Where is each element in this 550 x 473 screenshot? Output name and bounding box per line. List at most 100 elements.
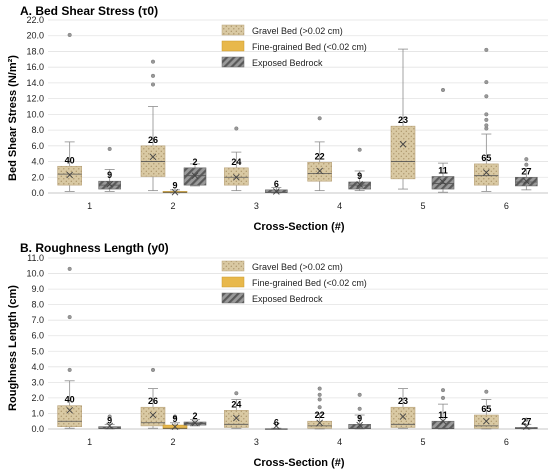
box-gravel-cs1: 40 — [57, 32, 82, 192]
x-tick-label: 4 — [337, 201, 342, 211]
sample-count-label: 27 — [521, 166, 531, 176]
outlier-point — [524, 162, 529, 167]
outlier-point — [317, 397, 322, 402]
box-gravel-cs6: 65 — [474, 389, 499, 430]
outlier-point — [524, 157, 529, 162]
box-iqr — [348, 424, 371, 429]
sample-count-label: 24 — [231, 399, 241, 409]
x-tick-label: 1 — [87, 437, 92, 447]
sample-count-label: 65 — [481, 153, 491, 163]
legend-label-gravel: Gravel Bed (>0.02 cm) — [252, 262, 343, 272]
y-tick-label: 8.0 — [31, 125, 44, 135]
mean-marker — [106, 422, 113, 430]
y-tick-label: 9.0 — [31, 284, 44, 294]
sample-count-label: 27 — [521, 416, 531, 426]
x-tick-label: 3 — [254, 437, 259, 447]
x-axis-label: Cross-Section (#) — [253, 221, 344, 233]
y-tick-label: 0.0 — [31, 188, 44, 198]
outlier-point — [107, 146, 112, 152]
y-tick-label: 4.0 — [31, 157, 44, 167]
box-gravel-cs3: 24 — [224, 126, 249, 192]
outlier-point — [484, 80, 489, 85]
box-iqr — [390, 406, 416, 428]
mean-marker — [191, 419, 199, 427]
box-gravel-cs4: 22 — [307, 116, 332, 192]
box-bedrock-cs2: 2 — [183, 157, 207, 187]
mean-marker — [66, 407, 73, 414]
outlier-point — [172, 414, 178, 419]
y-axis-label: Bed Shear Stress (N/m²) — [7, 55, 19, 181]
outlier-point — [440, 87, 446, 93]
box-iqr — [390, 125, 416, 180]
sample-count-label: 9 — [172, 414, 177, 424]
y-tick-label: 12.0 — [26, 94, 44, 104]
legend-label-gravel: Gravel Bed (>0.02 cm) — [252, 26, 343, 36]
mean-marker — [523, 423, 530, 430]
legend-swatch-fine — [221, 40, 245, 52]
mean-marker — [399, 413, 407, 420]
outlier-point — [150, 82, 156, 87]
chart-title: A. Bed Shear Stress (τ0) — [20, 4, 158, 18]
outlier-point — [150, 73, 156, 78]
panel-roughness-length: B. Roughness Length (y0) Roughness Lengt… — [7, 241, 548, 469]
box-gravel-cs3: 24 — [224, 391, 249, 429]
mean-marker — [273, 188, 280, 195]
legend-swatch-gravel — [221, 24, 245, 36]
outlier-point — [317, 392, 322, 397]
outlier-point — [150, 367, 156, 372]
box-gravel-cs2: 26 — [140, 59, 166, 192]
sample-count-label: 22 — [315, 410, 325, 420]
y-tick-label: 8.0 — [31, 300, 44, 310]
sample-count-label: 40 — [65, 395, 75, 405]
outlier-point — [107, 414, 112, 419]
y-tick-label: 10.0 — [26, 109, 44, 119]
box-iqr — [57, 165, 82, 186]
box-bedrock-cs4: 9 — [348, 392, 371, 430]
x-tick-label: 4 — [337, 437, 342, 447]
sample-count-label: 9 — [107, 170, 112, 180]
outlier-point — [484, 47, 489, 52]
x-axis-label: Cross-Section (#) — [253, 457, 344, 469]
legend-label-bedrock: Exposed Bedrock — [252, 58, 323, 68]
legend: Gravel Bed (>0.02 cm) Fine-grained Bed (<… — [221, 24, 367, 68]
mean-marker — [399, 140, 407, 148]
y-tick-label: 1.0 — [31, 408, 44, 418]
legend-swatch-bedrock — [221, 56, 245, 68]
mean-marker — [66, 171, 73, 179]
sample-count-label: 6 — [274, 418, 279, 428]
box-iqr — [57, 405, 82, 427]
box-gravel-cs2: 26 — [140, 367, 166, 429]
y-tick-label: 4.0 — [31, 362, 44, 372]
box-gravel-cs6: 65 — [474, 47, 499, 192]
box-bedrock-cs2: 2 — [183, 411, 207, 427]
box-iqr — [183, 167, 207, 186]
box-gravel-cs5: 23 — [390, 388, 416, 429]
legend: Gravel Bed (>0.02 cm) Fine-grained Bed (<… — [221, 260, 367, 304]
y-tick-label: 14.0 — [26, 78, 44, 88]
mean-marker — [233, 173, 240, 181]
outlier-point — [317, 116, 322, 121]
outlier-point — [484, 123, 489, 128]
y-tick-label: 10.0 — [26, 269, 44, 279]
y-tick-label: 22.0 — [26, 15, 44, 25]
outlier-point — [150, 59, 156, 64]
mean-marker — [356, 421, 363, 429]
legend-label-fine: Fine-grained Bed (<0.02 cm) — [252, 278, 367, 288]
x-tick-label: 5 — [420, 437, 425, 447]
mean-marker — [149, 411, 157, 419]
legend-label-fine: Fine-grained Bed (<0.02 cm) — [252, 42, 367, 52]
y-tick-label: 2.0 — [31, 172, 44, 182]
box-bedrock-cs5: 11 — [431, 87, 455, 193]
sample-count-label: 9 — [107, 416, 112, 426]
box-iqr — [98, 426, 121, 429]
box-bedrock-cs3: 6 — [265, 418, 288, 430]
mean-marker — [273, 422, 280, 430]
y-tick-label: 5.0 — [31, 346, 44, 356]
y-tick-label: 3.0 — [31, 377, 44, 387]
mean-marker — [106, 181, 113, 188]
mean-marker — [149, 153, 157, 161]
panel-bed-shear-stress: A. Bed Shear Stress (τ0) Bed Shear Stres… — [7, 4, 548, 233]
y-tick-label: 0.0 — [31, 424, 44, 434]
y-tick-label: 6.0 — [31, 331, 44, 341]
x-tick-label: 2 — [170, 437, 175, 447]
